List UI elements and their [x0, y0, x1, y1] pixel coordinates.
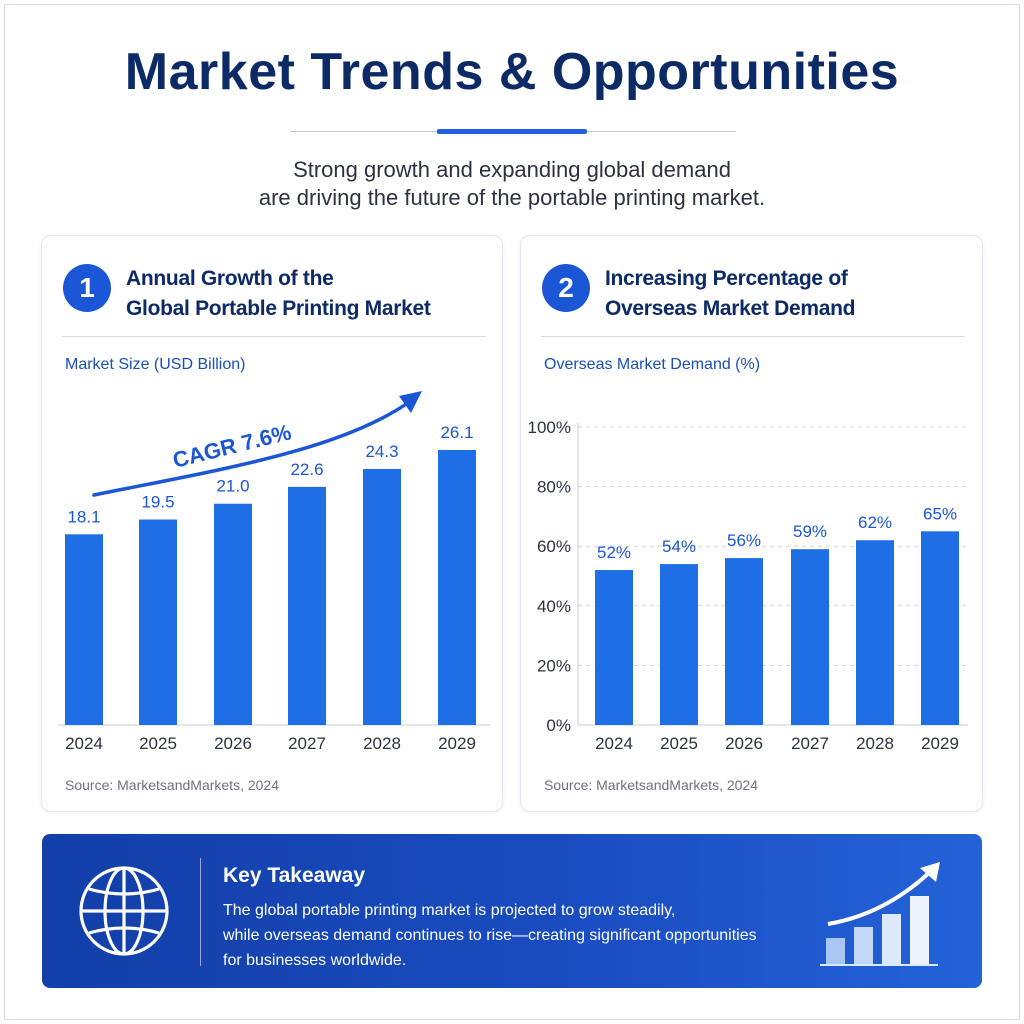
data-label: 26.1	[440, 423, 473, 442]
title-accent-bar	[437, 129, 587, 134]
bar	[595, 570, 633, 725]
overseas-demand-card: 2 Increasing Percentage of Overseas Mark…	[520, 235, 983, 812]
source-note: Source: MarketsandMarkets, 2024	[65, 777, 279, 793]
bar	[921, 531, 959, 725]
card-number-badge: 2	[542, 264, 590, 312]
card-title-line-1: Annual Growth of the	[126, 267, 334, 290]
x-tick-label: 2026	[214, 734, 252, 753]
x-tick-label: 2029	[438, 734, 476, 753]
page-title: Market Trends & Opportunities	[124, 43, 900, 101]
subtitle-line-2: are driving the future of the portable p…	[258, 185, 766, 210]
x-tick-label: 2028	[856, 734, 894, 753]
card-title: Annual Growth of the Global Portable Pri…	[126, 264, 496, 324]
bar	[363, 468, 401, 725]
card-title: Increasing Percentage of Overseas Market…	[605, 264, 975, 324]
y-tick-label: 40%	[537, 597, 571, 616]
bar	[791, 549, 829, 725]
data-label: 56%	[727, 531, 761, 550]
x-tick-label: 2027	[288, 734, 326, 753]
takeaway-line-1: The global portable printing market is p…	[223, 902, 676, 919]
takeaway-separator	[200, 858, 201, 966]
x-tick-label: 2027	[791, 734, 829, 753]
market-size-bar-chart: 18.1 2024 19.5 2025 21.0 2026 22.6 2027 24.3 2028…	[58, 391, 490, 753]
cagr-annotation: CAGR 7.6%	[170, 419, 293, 473]
cagr-trend-arrow	[92, 398, 414, 497]
bar	[65, 534, 103, 725]
y-tick-label: 20%	[537, 656, 571, 675]
bar	[725, 558, 763, 725]
y-tick-label: 0%	[546, 716, 571, 735]
bar	[288, 486, 326, 725]
growth-chart-icon	[820, 862, 940, 966]
x-tick-label: 2028	[363, 734, 401, 753]
subtitle-line-1: Strong growth and expanding global deman…	[293, 157, 731, 182]
bar	[660, 564, 698, 725]
x-tick-label: 2024	[595, 734, 633, 753]
y-axis-title: Overseas Market Demand (%)	[544, 356, 761, 373]
bar	[438, 450, 476, 725]
y-tick-label: 100%	[528, 418, 571, 437]
data-label: 18.1	[67, 507, 100, 526]
data-label: 24.3	[365, 442, 398, 461]
x-tick-label: 2026	[725, 734, 763, 753]
card-divider	[541, 336, 965, 337]
data-label: 21.0	[216, 477, 249, 496]
globe-icon	[79, 866, 169, 956]
card-title-line-1: Increasing Percentage of	[605, 267, 848, 290]
y-tick-label: 80%	[537, 478, 571, 497]
y-tick-label: 60%	[537, 537, 571, 556]
bar	[856, 540, 894, 725]
takeaway-line-2: while overseas demand continues to rise—…	[223, 927, 757, 944]
page-subtitle: Strong growth and expanding global deman…	[0, 156, 1024, 212]
key-takeaway-banner: Key Takeaway The global portable printin…	[42, 834, 982, 988]
overseas-demand-bar-chart: 0% 20% 40% 60% 80% 100% 52% 2024 54% 2025 56% 2026 5…	[528, 418, 968, 753]
x-tick-label: 2029	[921, 734, 959, 753]
source-note: Source: MarketsandMarkets, 2024	[544, 777, 758, 793]
card-number-badge: 1	[63, 264, 111, 312]
card-title-line-2: Overseas Market Demand	[605, 297, 856, 320]
card-title-line-2: Global Portable Printing Market	[126, 297, 431, 320]
takeaway-text: The global portable printing market is p…	[223, 898, 793, 973]
data-label: 54%	[662, 537, 696, 556]
data-label: 59%	[793, 522, 827, 541]
x-tick-label: 2025	[660, 734, 698, 753]
data-label: 22.6	[290, 460, 323, 479]
card-divider	[62, 336, 486, 337]
data-label: 62%	[858, 513, 892, 532]
bar	[139, 519, 177, 725]
takeaway-line-3: for businesses worldwide.	[223, 952, 407, 969]
data-label: 19.5	[141, 493, 174, 512]
takeaway-title: Key Takeaway	[223, 864, 366, 887]
y-axis-title: Market Size (USD Billion)	[65, 356, 246, 373]
x-tick-label: 2024	[65, 734, 103, 753]
cagr-arrow-head	[399, 391, 422, 413]
x-tick-label: 2025	[139, 734, 177, 753]
data-label: 52%	[597, 543, 631, 562]
market-growth-card: 1 Annual Growth of the Global Portable P…	[41, 235, 503, 812]
data-label: 65%	[923, 504, 957, 523]
bar	[214, 503, 252, 725]
